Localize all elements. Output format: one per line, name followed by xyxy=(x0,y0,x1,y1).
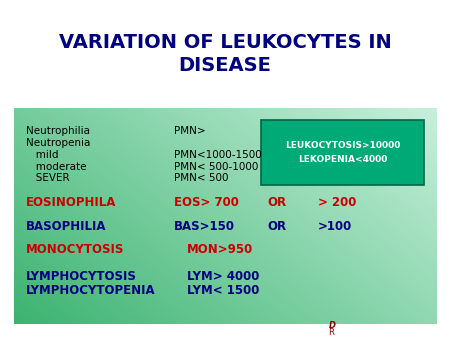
Text: D: D xyxy=(328,321,336,330)
Text: OR: OR xyxy=(267,196,286,209)
Text: PMN>: PMN> xyxy=(174,126,206,136)
Text: Neutrophilia: Neutrophilia xyxy=(26,126,90,136)
Text: PMN< 500: PMN< 500 xyxy=(174,173,229,184)
Text: LYMPHOCYTOSIS: LYMPHOCYTOSIS xyxy=(26,270,137,283)
Text: R: R xyxy=(328,329,334,337)
Text: PMN<1000-1500: PMN<1000-1500 xyxy=(174,150,262,160)
Text: > 200: > 200 xyxy=(318,196,356,209)
Text: OR: OR xyxy=(267,220,286,233)
Text: VARIATION OF LEUKOCYTES IN
DISEASE: VARIATION OF LEUKOCYTES IN DISEASE xyxy=(58,33,392,75)
Text: BAS>150: BAS>150 xyxy=(174,220,235,233)
Text: SEVER: SEVER xyxy=(26,173,70,184)
Text: PMN< 500-1000: PMN< 500-1000 xyxy=(174,162,259,172)
Text: EOSINOPHILA: EOSINOPHILA xyxy=(26,196,117,209)
Text: Neutropenia: Neutropenia xyxy=(26,138,90,148)
Text: BASOPHILIA: BASOPHILIA xyxy=(26,220,107,233)
Text: LYM> 4000: LYM> 4000 xyxy=(187,270,259,283)
Text: mild: mild xyxy=(26,150,59,160)
Text: >100: >100 xyxy=(318,220,352,233)
Text: EOS> 700: EOS> 700 xyxy=(174,196,239,209)
Text: MON>950: MON>950 xyxy=(187,243,253,256)
Text: moderate: moderate xyxy=(26,162,87,172)
Text: MONOCYTOSIS: MONOCYTOSIS xyxy=(26,243,125,256)
Bar xyxy=(261,120,424,185)
Text: LEUKOCYTOSIS>10000
LEKOPENIA<4000: LEUKOCYTOSIS>10000 LEKOPENIA<4000 xyxy=(285,141,400,164)
Text: LYMPHOCYTOPENIA: LYMPHOCYTOPENIA xyxy=(26,285,156,297)
Text: LYM< 1500: LYM< 1500 xyxy=(187,285,259,297)
